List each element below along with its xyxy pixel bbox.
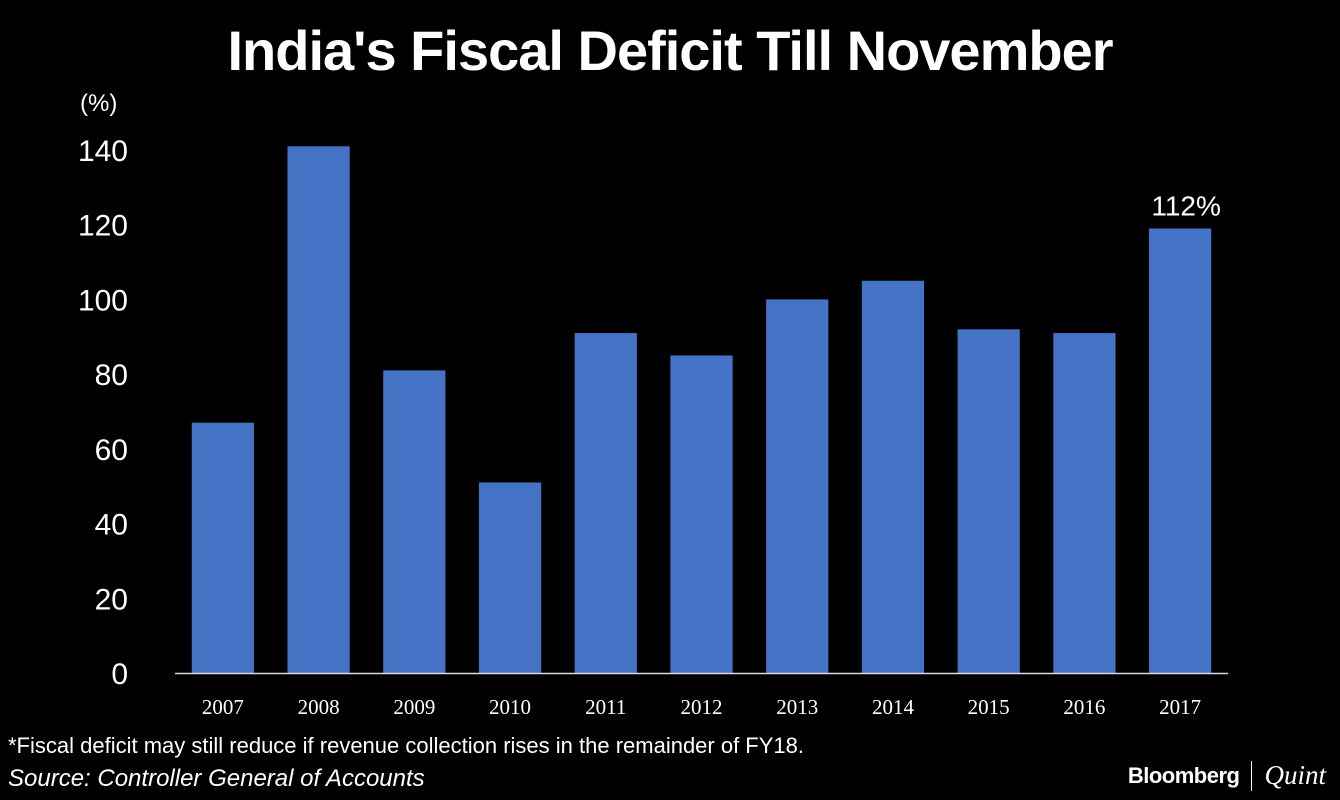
y-axis-unit-label: (%) <box>80 90 118 117</box>
y-tick-label: 0 <box>111 658 128 691</box>
bar-2015 <box>957 329 1020 673</box>
y-tick-label: 80 <box>95 359 128 392</box>
y-tick-label: 140 <box>78 135 128 168</box>
brand-divider <box>1251 760 1253 791</box>
source-note: Source: Controller General of Accounts <box>8 765 425 792</box>
brand-sub-text: Quint <box>1264 760 1326 790</box>
bar-2012 <box>670 355 733 673</box>
x-tick-label: 2014 <box>872 695 915 719</box>
x-tick-label: 2011 <box>585 695 626 719</box>
bar-2017 <box>1149 228 1212 673</box>
x-tick-label: 2016 <box>1063 695 1105 719</box>
footnote: *Fiscal deficit may still reduce if reve… <box>8 733 805 758</box>
x-tick-label: 2012 <box>681 695 723 719</box>
y-tick-label: 40 <box>95 509 128 542</box>
bar-2014 <box>861 280 925 673</box>
y-tick-label: 100 <box>78 284 128 317</box>
y-tick-label: 20 <box>95 583 128 616</box>
bar-2009 <box>383 370 446 673</box>
x-tick-label: 2015 <box>968 695 1010 719</box>
brand-main-text: Bloomberg <box>1127 762 1240 788</box>
bar-2013 <box>766 299 829 673</box>
x-tick-label: 2010 <box>489 695 531 719</box>
y-tick-label: 60 <box>95 434 128 467</box>
x-tick-label: 2013 <box>776 695 818 719</box>
brand-logo: Bloomberg Quint <box>1128 760 1326 791</box>
bar-2016 <box>1053 333 1116 673</box>
x-tick-label: 2007 <box>202 695 244 719</box>
bar-2011 <box>574 333 637 673</box>
bar-2010 <box>478 482 542 673</box>
chart-title: India's Fiscal Deficit Till November <box>227 19 1113 82</box>
x-tick-label: 2017 <box>1159 695 1201 719</box>
x-tick-label: 2009 <box>393 695 435 719</box>
x-tick-label: 2008 <box>298 695 340 719</box>
bar-2008 <box>287 146 350 673</box>
y-tick-label: 120 <box>78 210 128 243</box>
bar-2007 <box>191 422 254 673</box>
data-label-2017: 112% <box>1151 190 1221 221</box>
